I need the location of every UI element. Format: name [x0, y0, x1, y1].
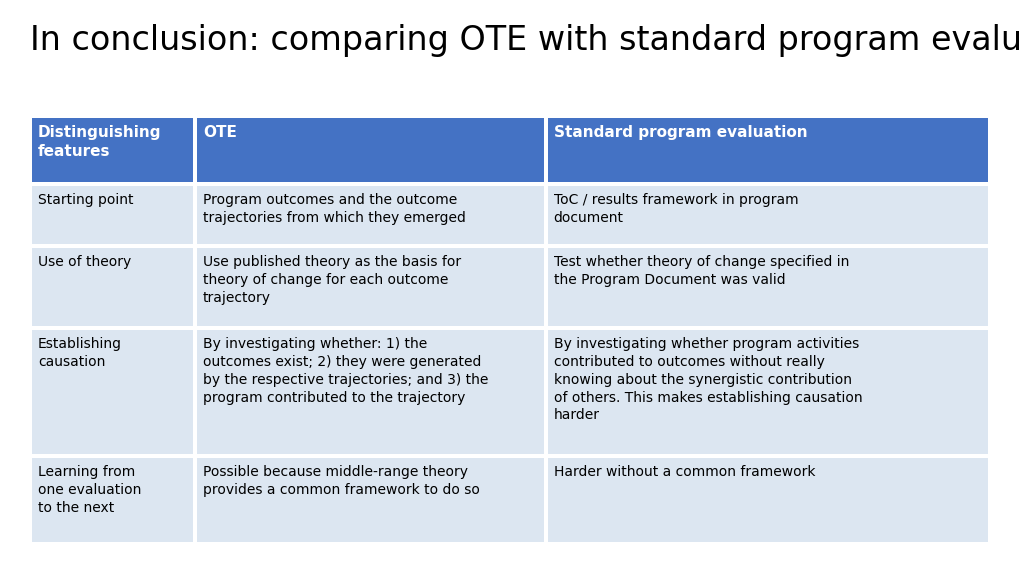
Bar — [546, 116, 990, 184]
Bar — [548, 118, 988, 182]
Text: Use of theory: Use of theory — [38, 255, 131, 269]
Bar — [197, 458, 544, 542]
Text: By investigating whether: 1) the
outcomes exist; 2) they were generated
by the r: By investigating whether: 1) the outcome… — [203, 337, 488, 404]
Bar — [196, 246, 546, 328]
Bar — [30, 328, 196, 456]
Text: Possible because middle-range theory
provides a common framework to do so: Possible because middle-range theory pro… — [203, 465, 480, 497]
Text: Program outcomes and the outcome
trajectories from which they emerged: Program outcomes and the outcome traject… — [203, 193, 466, 225]
Bar — [546, 328, 990, 456]
Bar — [196, 328, 546, 456]
Bar — [196, 184, 546, 246]
Bar — [32, 330, 194, 454]
Text: Test whether theory of change specified in
the Program Document was valid: Test whether theory of change specified … — [554, 255, 849, 287]
Bar — [546, 246, 990, 328]
Text: Starting point: Starting point — [38, 193, 133, 207]
Text: By investigating whether program activities
contributed to outcomes without real: By investigating whether program activit… — [554, 337, 862, 422]
Bar — [30, 116, 196, 184]
Bar — [548, 458, 988, 542]
Text: Standard program evaluation: Standard program evaluation — [554, 125, 807, 140]
Bar — [197, 248, 544, 326]
Bar — [197, 186, 544, 244]
Text: ToC / results framework in program
document: ToC / results framework in program docum… — [554, 193, 798, 225]
Bar — [197, 330, 544, 454]
Bar — [546, 184, 990, 246]
Bar — [32, 118, 194, 182]
Bar — [196, 116, 546, 184]
Text: Use published theory as the basis for
theory of change for each outcome
trajecto: Use published theory as the basis for th… — [203, 255, 461, 305]
Bar — [548, 248, 988, 326]
Text: Harder without a common framework: Harder without a common framework — [554, 465, 815, 479]
Bar — [32, 186, 194, 244]
Bar — [196, 456, 546, 544]
Text: OTE: OTE — [203, 125, 237, 140]
Bar — [197, 118, 544, 182]
Bar — [32, 248, 194, 326]
Text: Distinguishing
features: Distinguishing features — [38, 125, 162, 159]
Bar — [30, 456, 196, 544]
Bar — [30, 246, 196, 328]
Text: Learning from
one evaluation
to the next: Learning from one evaluation to the next — [38, 465, 141, 515]
Bar — [546, 456, 990, 544]
Text: In conclusion: comparing OTE with standard program evaluation: In conclusion: comparing OTE with standa… — [30, 24, 1024, 57]
Bar — [548, 330, 988, 454]
Bar — [548, 186, 988, 244]
Text: Establishing
causation: Establishing causation — [38, 337, 122, 369]
Bar — [32, 458, 194, 542]
Bar — [30, 184, 196, 246]
